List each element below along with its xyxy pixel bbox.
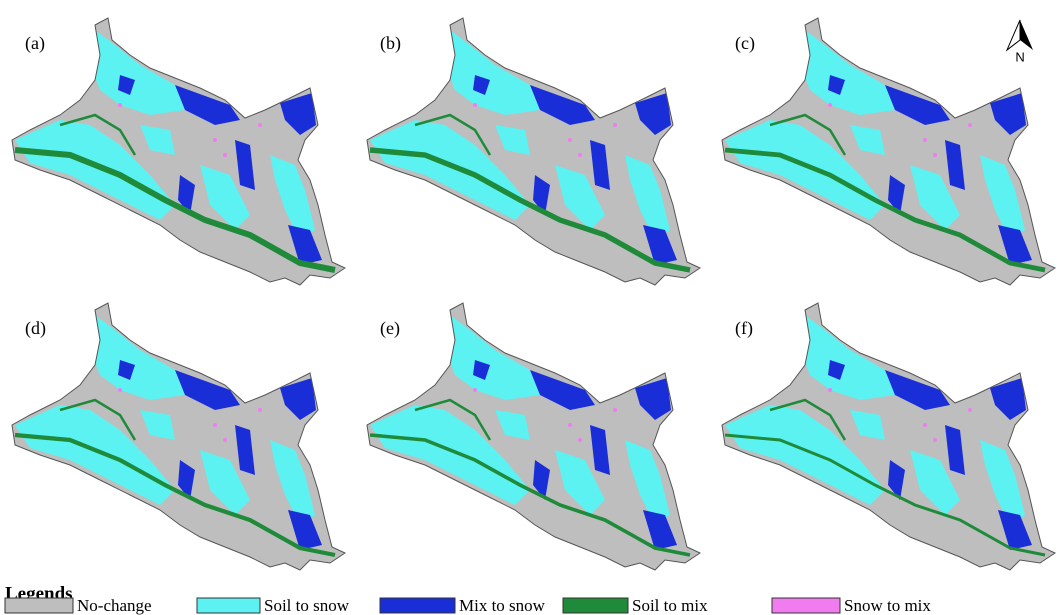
legend-swatch [5, 598, 73, 613]
legend-label: Mix to snow [459, 596, 546, 615]
snow-to-mix-speck [578, 153, 582, 157]
snow-to-mix-speck [923, 138, 927, 142]
snow-to-mix-speck [503, 41, 507, 45]
panel-label: (d) [25, 318, 46, 339]
snow-to-mix-speck [473, 103, 477, 107]
legend-label: Soil to mix [632, 596, 708, 615]
snow-to-mix-speck [858, 326, 862, 330]
snow-to-mix-speck [118, 388, 122, 392]
map-panel: (e) [367, 303, 700, 570]
snow-to-mix-speck [968, 123, 972, 127]
snow-to-mix-speck [503, 326, 507, 330]
legend-label: Snow to mix [844, 596, 931, 615]
snow-to-mix-speck [258, 123, 262, 127]
legend-label: No-change [77, 596, 152, 615]
map-panel: (b) [367, 18, 700, 285]
legend-swatch [563, 598, 628, 613]
snow-to-mix-speck [258, 408, 262, 412]
snow-to-mix-speck [613, 123, 617, 127]
snow-to-mix-speck [213, 138, 217, 142]
legend-swatch [380, 598, 455, 613]
snow-to-mix-speck [828, 103, 832, 107]
panel-label: (b) [380, 33, 401, 54]
panel-label: (a) [25, 33, 45, 54]
snow-to-mix-speck [148, 41, 152, 45]
snow-to-mix-speck [828, 388, 832, 392]
panel-label: (f) [735, 318, 753, 339]
snow-to-mix-speck [933, 153, 937, 157]
figure: N Legends (a)(b)(c)(d)(e)(f)No-changeSoi… [0, 0, 1062, 615]
snow-to-mix-speck [858, 41, 862, 45]
panel-label: (c) [735, 33, 755, 54]
north-label: N [1015, 49, 1024, 64]
legend-swatch [772, 598, 840, 613]
snow-to-mix-speck [968, 408, 972, 412]
map-panel: (d) [12, 303, 345, 570]
snow-to-mix-speck [148, 326, 152, 330]
legend-label: Soil to snow [264, 596, 350, 615]
snow-to-mix-speck [933, 438, 937, 442]
north-arrow: N [1007, 20, 1033, 64]
snow-to-mix-speck [118, 103, 122, 107]
map-panel: (f) [722, 303, 1055, 570]
snow-to-mix-speck [613, 408, 617, 412]
snow-to-mix-speck [568, 138, 572, 142]
snow-to-mix-speck [923, 423, 927, 427]
snow-to-mix-speck [568, 423, 572, 427]
snow-to-mix-speck [578, 438, 582, 442]
snow-to-mix-speck [223, 438, 227, 442]
legend-swatch [197, 598, 260, 613]
snow-to-mix-speck [223, 153, 227, 157]
map-panel: (c) [722, 18, 1055, 285]
panel-label: (e) [380, 318, 400, 339]
map-panel: (a) [12, 18, 345, 285]
snow-to-mix-speck [473, 388, 477, 392]
snow-to-mix-speck [213, 423, 217, 427]
